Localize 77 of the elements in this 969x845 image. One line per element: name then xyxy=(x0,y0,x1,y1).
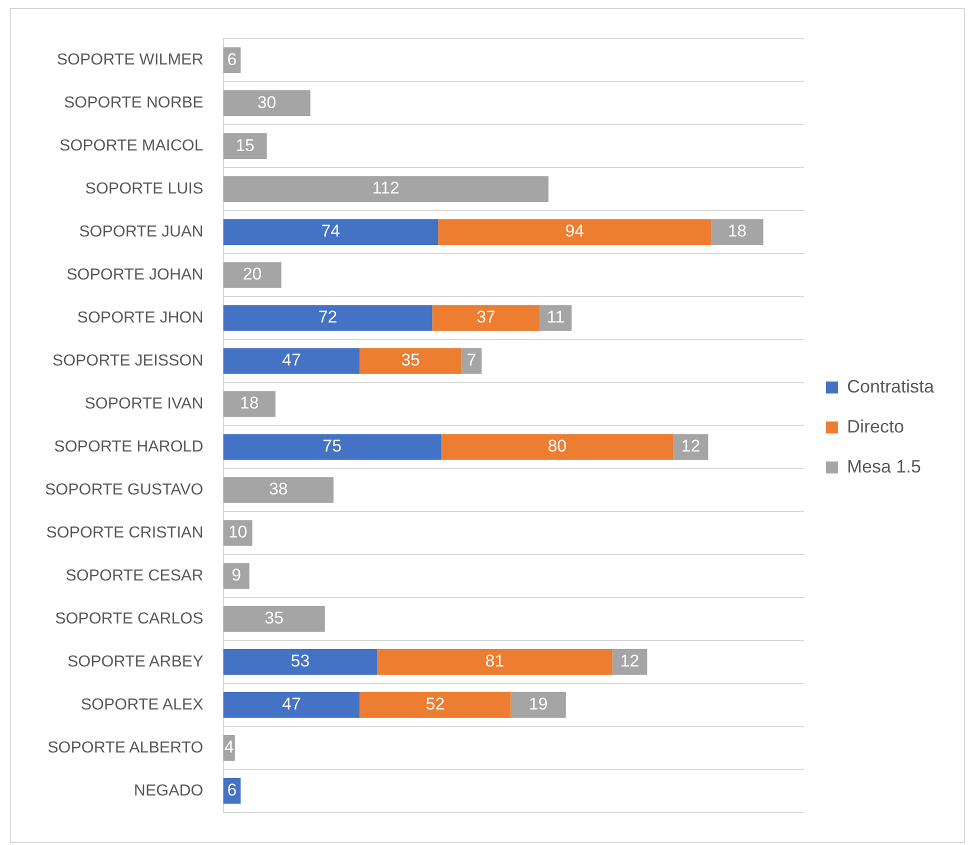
data-label: 74 xyxy=(321,222,340,241)
bar xyxy=(360,692,511,718)
data-label: 72 xyxy=(318,308,338,327)
bar xyxy=(461,348,482,374)
data-label: 6 xyxy=(227,50,237,69)
data-label: 18 xyxy=(728,222,747,241)
bar xyxy=(223,219,438,245)
y-tick-label: SOPORTE WILMER xyxy=(56,52,204,68)
bar xyxy=(223,133,267,159)
bar xyxy=(223,90,310,116)
bar xyxy=(441,434,674,460)
bar xyxy=(223,606,325,632)
y-tick-label: SOPORTE JHON xyxy=(77,309,204,326)
bar xyxy=(223,176,548,202)
y-tick-label: SOPORTE CRISTIAN xyxy=(46,524,204,542)
bar xyxy=(223,348,360,374)
legend-label: Directo xyxy=(846,416,904,436)
y-tick-label: SOPORTE HAROLD xyxy=(54,438,204,456)
data-label: 19 xyxy=(528,694,548,714)
data-label: 75 xyxy=(322,436,342,456)
y-tick-label: SOPORTE IVAN xyxy=(84,395,204,412)
data-label: 112 xyxy=(372,178,400,198)
bar xyxy=(223,649,378,675)
legend-label: Contratista xyxy=(846,376,935,396)
data-label: 53 xyxy=(290,652,310,671)
data-label: 20 xyxy=(242,264,262,284)
bar xyxy=(612,649,648,675)
y-tick-label: SOPORTE GUSTAVO xyxy=(45,481,204,498)
y-tick-label: NEGADO xyxy=(134,782,204,800)
bar xyxy=(223,692,360,718)
legend-label: Mesa 1.5 xyxy=(846,456,922,476)
data-label: 37 xyxy=(476,308,496,327)
bar xyxy=(438,219,712,245)
data-label: 47 xyxy=(282,694,301,714)
bar xyxy=(540,305,572,331)
y-tick-label: SOPORTE CESAR xyxy=(66,567,204,584)
data-label: 10 xyxy=(228,522,248,542)
data-label: 11 xyxy=(546,308,565,327)
y-tick-label: SOPORTE CARLOS xyxy=(55,610,204,628)
y-tick-label: SOPORTE JUAN xyxy=(79,223,204,240)
data-label: 9 xyxy=(232,566,242,585)
bar xyxy=(223,305,432,331)
data-label: 52 xyxy=(426,694,445,714)
bar xyxy=(223,391,276,417)
data-label: 12 xyxy=(620,652,640,671)
data-label: 35 xyxy=(401,350,420,370)
bar xyxy=(223,434,442,460)
bar xyxy=(223,563,250,589)
y-tick-label: SOPORTE JOHAN xyxy=(66,266,204,284)
data-label: 38 xyxy=(268,480,288,499)
y-tick-label: SOPORTE NORBE xyxy=(64,94,204,112)
data-label: 94 xyxy=(565,222,584,241)
y-tick-label: SOPORTE ALBERTO xyxy=(48,739,204,756)
bar xyxy=(432,305,540,331)
data-label: 80 xyxy=(548,436,567,456)
y-tick-label: SOPORTE JEISSON xyxy=(52,352,204,370)
y-tick-label: SOPORTE MAICOL xyxy=(60,137,204,154)
bar xyxy=(360,348,462,374)
bar xyxy=(223,477,334,503)
data-label: 4 xyxy=(224,738,234,757)
data-label: 30 xyxy=(257,92,276,112)
data-label: 12 xyxy=(681,436,700,456)
data-label: 15 xyxy=(236,136,254,155)
y-tick-label: SOPORTE ARBEY xyxy=(68,653,204,670)
bar xyxy=(673,434,708,460)
data-label: 7 xyxy=(466,350,476,370)
data-label: 35 xyxy=(264,608,284,628)
bar xyxy=(510,692,566,718)
data-label: 6 xyxy=(227,780,237,800)
data-label: 47 xyxy=(282,350,301,370)
y-tick-label: SOPORTE ALEX xyxy=(80,696,204,714)
bar xyxy=(711,219,764,245)
data-label: 18 xyxy=(240,394,259,413)
data-label: 81 xyxy=(485,652,504,671)
y-tick-label: SOPORTE LUIS xyxy=(85,180,204,198)
bar xyxy=(377,649,612,675)
bar xyxy=(223,262,282,288)
